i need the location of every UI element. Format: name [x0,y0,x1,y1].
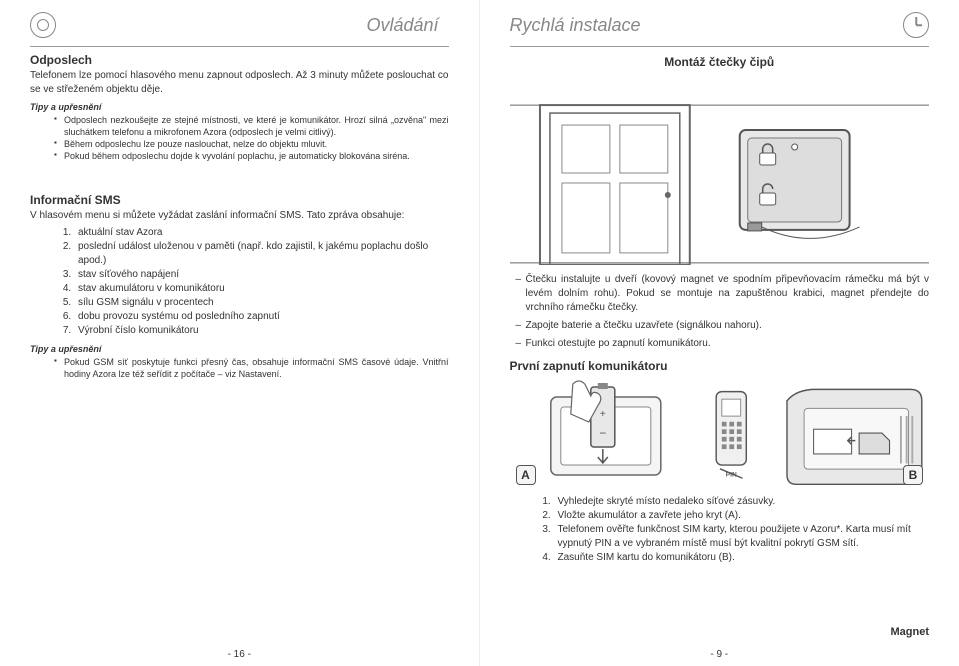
tips-list-2: Pokud GSM síť poskytuje funkci přesný ča… [30,356,449,380]
startup-steps: Vyhledejte skryté místo nedaleko síťové … [510,495,930,565]
header-row-left: Ovládání [30,12,449,38]
sms-list: aktuální stav Azoraposlední událost ulož… [30,226,449,338]
tips-label-2: Tipy a upřesnění [30,344,449,354]
list-item: Zasuňte SIM kartu do komunikátoru (B). [554,551,930,565]
ab-illustration: + − A PIN [510,379,930,489]
knob-icon [30,12,56,38]
badge-a: A [516,465,536,485]
list-item: dobu provozu systému od posledního zapnu… [74,310,449,324]
page-number-right: - 9 - [480,649,959,660]
list-item: Telefonem ověřte funkčnost SIM karty, kt… [554,523,930,551]
tips-label-1: Tipy a upřesnění [30,102,449,112]
list-item: Odposlech nezkoušejte ze stejné místnost… [54,114,449,138]
page-header-right: Rychlá instalace [510,15,904,36]
list-item: poslední událost uloženou v paměti (např… [74,240,449,268]
install-steps: Čtečku instalujte u dveří (kovový magnet… [510,273,930,351]
list-item: Zapojte baterie a čtečku uzavřete (signá… [516,319,930,333]
mount-title: Montáž čtečky čipů [510,55,930,69]
list-item: stav síťového napájení [74,268,449,282]
badge-b: B [903,465,923,485]
svg-text:−: − [599,426,606,440]
list-item: Vyhledejte skryté místo nedaleko síťové … [554,495,930,509]
clock-icon [903,12,929,38]
page-header-left: Ovládání [56,15,449,36]
list-item: Čtečku instalujte u dveří (kovový magnet… [516,273,930,315]
list-item: Výrobní číslo komunikátoru [74,324,449,338]
svg-text:+: + [599,409,605,420]
divider [510,46,930,47]
section-odposlech-body: Telefonem lze pomocí hlasového menu zapn… [30,69,449,96]
section-sms-title: Informační SMS [30,193,449,207]
section-sms-body: V hlasovém menu si můžete vyžádat zaslán… [30,209,449,223]
page-left: Ovládání Odposlech Telefonem lze pomocí … [0,0,480,666]
list-item: Pokud GSM síť poskytuje funkci přesný ča… [54,356,449,380]
list-item: Pokud během odposlechu dojde k vyvolání … [54,150,449,162]
tips-list-1: Odposlech nezkoušejte ze stejné místnost… [30,114,449,163]
header-row-right: Rychlá instalace [510,12,930,38]
list-item: stav akumulátoru v komunikátoru [74,282,449,296]
first-start-title: První zapnutí komunikátoru [510,359,930,373]
door-illustration: Magnet [510,75,930,265]
list-item: aktuální stav Azora [74,226,449,240]
section-odposlech-title: Odposlech [30,53,449,67]
divider [30,46,449,47]
list-item: Během odposlechu lze pouze naslouchat, n… [54,138,449,150]
list-item: sílu GSM signálu v procentech [74,296,449,310]
page-right: Rychlá instalace Montáž čtečky čipů [480,0,959,666]
page-number-left: - 16 - [0,649,479,660]
magnet-label: Magnet [891,626,930,638]
list-item: Funkci otestujte po zapnutí komunikátoru… [516,337,930,351]
list-item: Vložte akumulátor a zavřete jeho kryt (A… [554,509,930,523]
